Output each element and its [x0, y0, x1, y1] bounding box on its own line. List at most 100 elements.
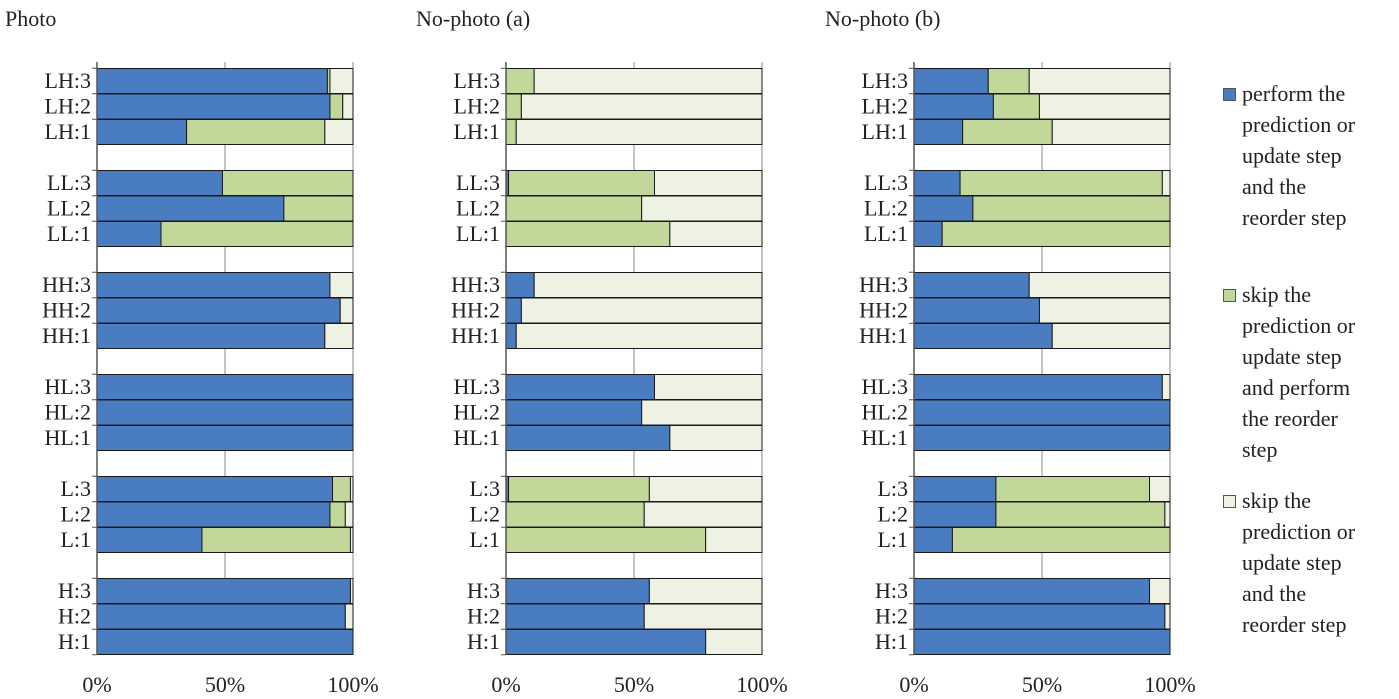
category-label: LH:2 — [862, 94, 908, 119]
category-label: L:1 — [60, 527, 91, 552]
bar-segment — [96, 272, 331, 298]
bar-segment — [329, 272, 354, 298]
legend: perform the prediction or update step an… — [1222, 78, 1397, 640]
category-label: LH:1 — [454, 119, 500, 144]
category-label: L:3 — [60, 476, 91, 501]
bar-segment — [648, 578, 763, 604]
category-label: HH:2 — [42, 298, 91, 323]
panel-3-title: No-photo (b) — [825, 6, 940, 31]
category-label: LH:2 — [45, 94, 91, 119]
category-label: H:3 — [467, 578, 500, 603]
bar-segment — [349, 578, 354, 604]
bar-segment — [643, 501, 763, 528]
bar-segment — [669, 221, 763, 247]
category-label: H:1 — [467, 629, 500, 654]
bar-segment — [913, 501, 997, 528]
bar-segment — [505, 297, 522, 324]
category-label: HH:2 — [859, 298, 908, 323]
x-tick-label: 100% — [327, 672, 378, 697]
bar-segment — [349, 476, 354, 502]
bar-segment — [913, 93, 994, 120]
bar-segment — [96, 527, 203, 553]
category-label: L:3 — [877, 476, 908, 501]
bar-segment — [96, 221, 162, 247]
bar-segment — [913, 527, 953, 553]
category-label: HH:3 — [859, 272, 908, 297]
legend-label-skip-perform-reorder: skip the prediction or update step and p… — [1242, 282, 1356, 462]
bar-segment — [160, 221, 354, 247]
bar-segment — [959, 170, 1163, 196]
bar-segment — [913, 578, 1151, 604]
bar-segment — [987, 68, 1030, 94]
bar-segment — [1161, 170, 1171, 196]
category-label: LH:3 — [454, 68, 500, 93]
bar-segment — [1051, 119, 1171, 145]
category-label: HH:3 — [42, 272, 91, 297]
category-label: LH:2 — [454, 94, 500, 119]
legend-label-perform: perform the prediction or update step an… — [1242, 81, 1356, 230]
category-label: HH:2 — [451, 298, 500, 323]
x-tick-label: 0% — [491, 672, 520, 697]
bar-segment — [669, 425, 763, 451]
x-tick-label: 100% — [736, 672, 787, 697]
x-tick-label: 50% — [1022, 672, 1062, 697]
category-label: LH:3 — [862, 68, 908, 93]
bar-segment — [1164, 603, 1171, 630]
bar-segment — [1038, 93, 1171, 120]
bar-segment — [913, 272, 1030, 298]
category-label: HL:1 — [45, 425, 91, 450]
bar-segment — [349, 527, 354, 553]
bar-segment — [1149, 476, 1171, 502]
bar-segment — [96, 297, 341, 324]
bar-segment — [508, 170, 655, 196]
bar-segment — [201, 527, 351, 553]
bar-segment — [96, 399, 354, 426]
bar-segment — [705, 629, 763, 655]
bar-segment — [913, 119, 964, 145]
bar-segment — [913, 170, 961, 196]
bar-segment — [913, 425, 1171, 451]
legend-item-skip-both: skip the prediction or update step and t… — [1222, 485, 1397, 640]
category-label: HL:1 — [454, 425, 500, 450]
category-label: HH:1 — [451, 323, 500, 348]
legend-item-perform: perform the prediction or update step an… — [1222, 78, 1397, 233]
bar-segment — [913, 297, 1040, 324]
bar-segment — [342, 93, 354, 120]
bar-segment — [995, 501, 1166, 528]
bar-segment — [505, 603, 645, 630]
bar-segment — [96, 578, 351, 604]
bar-segment — [653, 374, 763, 400]
bar-segment — [186, 119, 326, 145]
bar-segment — [505, 323, 517, 349]
bar-segment — [962, 119, 1053, 145]
category-label: L:2 — [469, 502, 500, 527]
legend-label-skip-both: skip the prediction or update step and t… — [1242, 488, 1356, 637]
category-label: HL:1 — [862, 425, 908, 450]
panel-3: No-photo (b) H:1H:2H:3 L:1L:2L:3 HL:1HL:2HL… — [825, 6, 1196, 697]
legend-swatch-skip-both — [1223, 495, 1236, 508]
bar-segment — [505, 578, 650, 604]
bar-segment — [96, 170, 223, 196]
category-label: H:2 — [467, 604, 500, 629]
bar-segment — [913, 476, 997, 502]
bar-segment — [705, 527, 763, 553]
bar-segment — [344, 501, 354, 528]
category-label: H:1 — [58, 629, 91, 654]
bar-segment — [643, 603, 763, 630]
bar-segment — [1051, 323, 1171, 349]
category-label: LL:2 — [864, 196, 908, 221]
bar-segment — [324, 323, 354, 349]
bar-segment — [913, 603, 1166, 630]
bar-segment — [941, 221, 1171, 247]
bar-segment — [96, 629, 354, 655]
bar-segment — [505, 272, 535, 298]
bar-segment — [508, 476, 650, 502]
bar-segment — [641, 195, 763, 222]
category-label: LH:1 — [45, 119, 91, 144]
bar-segment — [1038, 297, 1171, 324]
category-label: LL:3 — [864, 170, 908, 195]
category-label: LL:2 — [47, 196, 91, 221]
category-label: LL:2 — [456, 196, 500, 221]
category-label: HL:2 — [862, 400, 908, 425]
bar-segment — [96, 374, 354, 400]
